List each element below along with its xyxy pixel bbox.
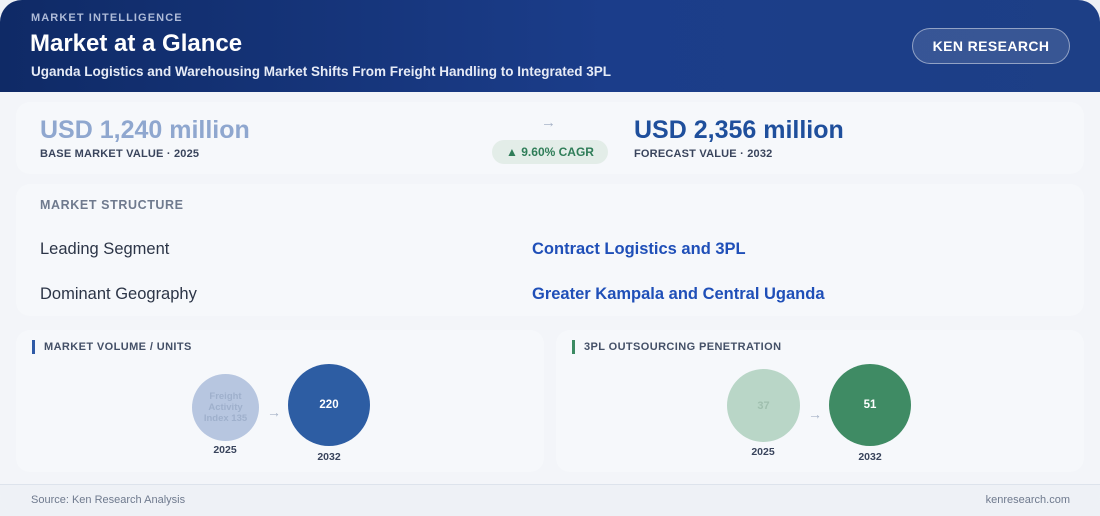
market-value-strip: USD 1,240 million BASE MARKET VALUE · 20…: [16, 102, 1084, 174]
source-note: Source: Ken Research Analysis: [31, 494, 186, 506]
penetration-2025-bubble: 37: [727, 369, 800, 442]
volume-2032-bubble: 220: [288, 364, 370, 446]
dominant-geography-label: Dominant Geography: [40, 285, 197, 303]
footer-bar: Source: Ken Research Analysis kenresearc…: [0, 484, 1100, 516]
site-link[interactable]: kenresearch.com: [985, 494, 1070, 506]
arrow-right-icon: →: [808, 406, 822, 422]
arrow-right-icon: →: [267, 404, 281, 420]
outsourcing-penetration-heading: 3PL OUTSOURCING PENETRATION: [572, 340, 781, 354]
volume-to-year: 2032: [317, 451, 341, 463]
market-volume-heading: MARKET VOLUME / UNITS: [32, 340, 192, 354]
market-volume-panel: MARKET VOLUME / UNITS Freight Activity I…: [16, 330, 544, 472]
cagr-badge: ▲ 9.60% CAGR: [492, 140, 608, 164]
base-market-value: USD 1,240 million: [40, 116, 250, 144]
ken-research-button[interactable]: KEN RESEARCH: [912, 28, 1070, 64]
penetration-from-year: 2025: [751, 446, 775, 458]
dominant-geography-value: Greater Kampala and Central Uganda: [532, 285, 825, 303]
volume-2025-bubble: Freight Activity Index 135: [192, 374, 259, 441]
forecast-value: USD 2,356 million: [634, 116, 844, 144]
page-title: Market at a Glance: [30, 30, 243, 57]
penetration-to-year: 2032: [858, 451, 882, 463]
volume-2025-label: Freight Activity Index 135: [203, 391, 248, 424]
leading-segment-value: Contract Logistics and 3PL: [532, 240, 746, 258]
outsourcing-penetration-panel: 3PL OUTSOURCING PENETRATION 37 → 51 2025…: [556, 330, 1084, 472]
penetration-2032-value: 51: [863, 399, 877, 411]
penetration-2025-value: 37: [757, 399, 770, 412]
market-structure-card: MARKET STRUCTURE Leading Segment Contrac…: [16, 184, 1084, 316]
penetration-2032-bubble: 51: [829, 364, 911, 446]
market-structure-heading: MARKET STRUCTURE: [40, 198, 184, 212]
volume-2032-value: 220: [319, 399, 339, 411]
page-subtitle: Uganda Logistics and Warehousing Market …: [31, 64, 612, 79]
forecast-label: FORECAST VALUE · 2032: [634, 148, 773, 160]
base-market-label: BASE MARKET VALUE · 2025: [40, 148, 200, 160]
volume-from-year: 2025: [213, 444, 237, 456]
arrow-right-icon: →: [541, 114, 556, 131]
eyebrow-label: MARKET INTELLIGENCE: [31, 12, 183, 24]
leading-segment-label: Leading Segment: [40, 240, 170, 258]
header-banner: MARKET INTELLIGENCE Market at a Glance U…: [0, 0, 1100, 92]
